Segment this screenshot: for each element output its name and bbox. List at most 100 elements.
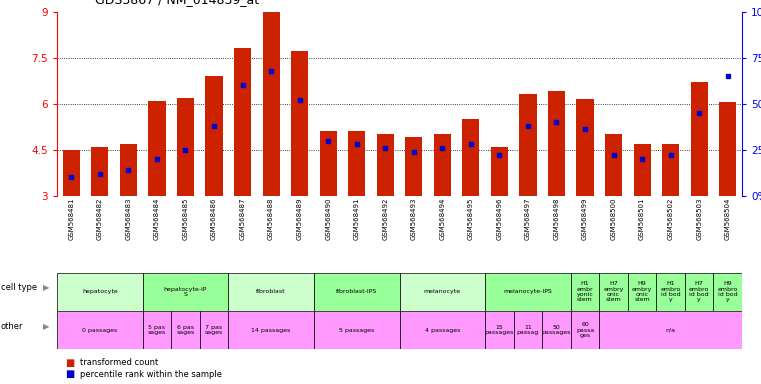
Text: H7
embro
id bod
y: H7 embro id bod y <box>689 281 709 303</box>
Text: GSM568490: GSM568490 <box>325 197 331 240</box>
Bar <box>662 144 679 196</box>
Text: ▶: ▶ <box>43 322 49 331</box>
Bar <box>656 273 685 311</box>
Bar <box>91 147 108 196</box>
Bar <box>143 311 171 349</box>
Bar <box>228 273 314 311</box>
Text: other: other <box>1 322 24 331</box>
Bar <box>486 311 514 349</box>
Bar <box>571 311 600 349</box>
Text: 6 pas
sages: 6 pas sages <box>177 325 195 336</box>
Text: hepatocyte-iP
S: hepatocyte-iP S <box>164 286 207 297</box>
Text: GSM568497: GSM568497 <box>525 197 531 240</box>
Text: H1
embro
id bod
y: H1 embro id bod y <box>661 281 681 303</box>
Bar <box>291 51 308 196</box>
Bar <box>519 94 537 196</box>
Bar <box>491 147 508 196</box>
Text: percentile rank within the sample: percentile rank within the sample <box>80 370 222 379</box>
Bar <box>148 101 165 196</box>
Text: H7
embry
onic
stem: H7 embry onic stem <box>603 281 624 303</box>
Text: GSM568503: GSM568503 <box>696 197 702 240</box>
Text: fibroblast-IPS: fibroblast-IPS <box>336 289 377 295</box>
Bar <box>514 311 542 349</box>
Bar <box>714 273 742 311</box>
Text: 5 pas
sages: 5 pas sages <box>148 325 166 336</box>
Text: H9
embro
id bod
y: H9 embro id bod y <box>718 281 738 303</box>
Text: GSM568485: GSM568485 <box>183 197 189 240</box>
Bar <box>633 144 651 196</box>
Text: 15
passages: 15 passages <box>485 325 514 336</box>
Bar <box>314 311 400 349</box>
Text: GDS3867 / NM_014839_at: GDS3867 / NM_014839_at <box>95 0 260 6</box>
Bar <box>542 311 571 349</box>
Bar <box>57 273 143 311</box>
Text: GSM568498: GSM568498 <box>553 197 559 240</box>
Text: GSM568488: GSM568488 <box>268 197 274 240</box>
Text: ■: ■ <box>65 369 74 379</box>
Text: GSM568495: GSM568495 <box>468 197 474 240</box>
Bar <box>628 273 657 311</box>
Text: melanocyte-IPS: melanocyte-IPS <box>504 289 552 295</box>
Text: GSM568492: GSM568492 <box>382 197 388 240</box>
Bar <box>62 150 80 196</box>
Text: ▶: ▶ <box>43 283 49 293</box>
Text: GSM568496: GSM568496 <box>496 197 502 240</box>
Text: fibroblast: fibroblast <box>256 289 286 295</box>
Bar <box>719 102 737 196</box>
Bar <box>577 99 594 196</box>
Text: transformed count: transformed count <box>80 358 158 367</box>
Bar <box>119 144 137 196</box>
Text: ■: ■ <box>65 358 74 368</box>
Text: 60
passa
ges: 60 passa ges <box>576 322 594 338</box>
Text: 7 pas
sages: 7 pas sages <box>205 325 223 336</box>
Bar <box>320 131 336 196</box>
Bar <box>199 311 228 349</box>
Bar <box>177 98 194 196</box>
Bar <box>205 76 222 196</box>
Bar <box>400 311 486 349</box>
Bar <box>143 273 228 311</box>
Text: H9
embry
onic
stem: H9 embry onic stem <box>632 281 652 303</box>
Bar <box>314 273 400 311</box>
Bar <box>462 119 479 196</box>
Text: GSM568489: GSM568489 <box>297 197 303 240</box>
Text: 5 passages: 5 passages <box>339 328 374 333</box>
Text: GSM568491: GSM568491 <box>354 197 360 240</box>
Text: GSM568499: GSM568499 <box>582 197 588 240</box>
Bar <box>377 134 394 196</box>
Bar <box>57 311 143 349</box>
Text: GSM568481: GSM568481 <box>68 197 75 240</box>
Text: GSM568493: GSM568493 <box>411 197 417 240</box>
Bar <box>548 91 565 196</box>
Text: GSM568504: GSM568504 <box>724 197 731 240</box>
Text: 11
passag: 11 passag <box>517 325 539 336</box>
Bar <box>486 273 571 311</box>
Bar <box>348 131 365 196</box>
Text: H1
embr
yonic
stem: H1 embr yonic stem <box>577 281 594 303</box>
Bar <box>691 82 708 196</box>
Text: hepatocyte: hepatocyte <box>82 289 118 295</box>
Text: GSM568482: GSM568482 <box>97 197 103 240</box>
Text: cell type: cell type <box>1 283 37 293</box>
Bar <box>263 12 279 196</box>
Text: 0 passages: 0 passages <box>82 328 117 333</box>
Text: GSM568500: GSM568500 <box>610 197 616 240</box>
Bar <box>228 311 314 349</box>
Text: GSM568483: GSM568483 <box>126 197 132 240</box>
Text: 14 passages: 14 passages <box>251 328 291 333</box>
Text: GSM568487: GSM568487 <box>240 197 246 240</box>
Text: GSM568484: GSM568484 <box>154 197 160 240</box>
Text: GSM568494: GSM568494 <box>439 197 445 240</box>
Bar <box>405 137 422 196</box>
Text: n/a: n/a <box>666 328 676 333</box>
Text: 50
passages: 50 passages <box>542 325 572 336</box>
Text: GSM568501: GSM568501 <box>639 197 645 240</box>
Bar <box>605 134 622 196</box>
Text: melanocyte: melanocyte <box>424 289 461 295</box>
Bar <box>571 273 600 311</box>
Bar <box>400 273 486 311</box>
Bar <box>600 311 742 349</box>
Bar <box>600 273 628 311</box>
Text: 4 passages: 4 passages <box>425 328 460 333</box>
Text: GSM568502: GSM568502 <box>667 197 673 240</box>
